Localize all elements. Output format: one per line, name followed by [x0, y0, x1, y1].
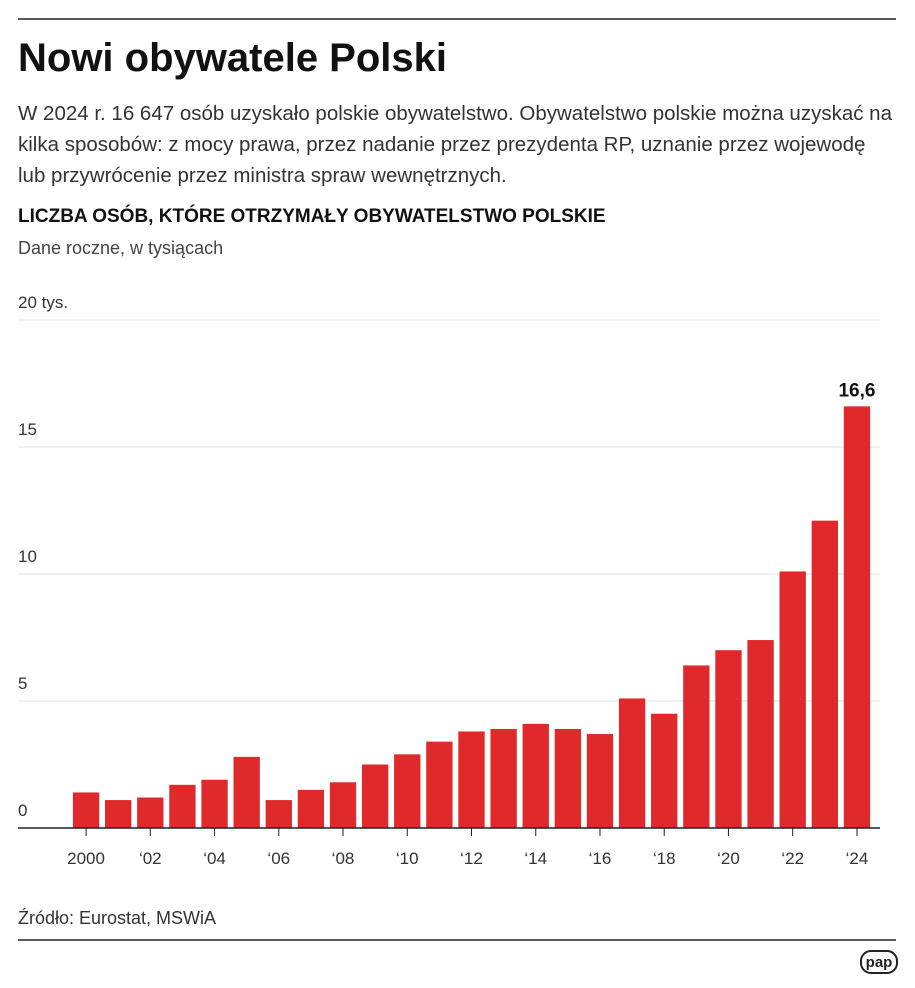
bar	[329, 782, 357, 828]
x-tick-label: ‘24	[846, 849, 869, 868]
bar	[747, 640, 774, 828]
bar	[651, 713, 678, 828]
x-tick-label: ‘22	[781, 849, 804, 868]
bar	[843, 406, 871, 828]
x-tick-label: ‘06	[267, 849, 290, 868]
x-tick-label: ‘14	[524, 849, 547, 868]
bar	[265, 800, 292, 828]
chart-subtitle: Dane roczne, w tysiącach	[18, 238, 224, 258]
y-tick-label: 15	[18, 420, 37, 439]
x-tick-label: ‘20	[717, 849, 740, 868]
bar	[490, 728, 517, 828]
bar	[201, 779, 228, 828]
x-tick-label: ‘18	[653, 849, 676, 868]
bar	[426, 741, 453, 828]
value-label: 16,6	[838, 380, 875, 401]
x-tick-label: 2000	[67, 849, 105, 868]
bar	[715, 650, 742, 828]
bar	[297, 789, 325, 828]
title: Nowi obywatele Polski	[18, 36, 448, 80]
y-tick-label: 20 tys.	[18, 293, 68, 312]
bar	[779, 571, 806, 828]
bar	[169, 784, 196, 828]
bar	[522, 723, 549, 828]
x-tick-label: ‘08	[332, 849, 355, 868]
bar	[72, 792, 100, 828]
logo-frame	[860, 950, 898, 974]
bar	[361, 764, 389, 828]
y-tick-label: 0	[18, 801, 27, 820]
bar	[137, 797, 164, 828]
bar	[105, 800, 132, 828]
bar	[618, 698, 646, 828]
bar	[554, 728, 582, 828]
description: W 2024 r. 16 647 osób uzyskało polskie o…	[18, 102, 892, 187]
bar	[394, 754, 421, 828]
bar	[683, 665, 710, 828]
x-tick-label: ‘16	[589, 849, 612, 868]
y-tick-label: 10	[18, 547, 37, 566]
bar	[458, 731, 485, 828]
x-tick-label: ‘10	[396, 849, 419, 868]
chart-title: LICZBA OSÓB, KTÓRE OTRZYMAŁY OBYWATELSTW…	[18, 206, 606, 227]
source: Źródło: Eurostat, MSWiA	[18, 908, 217, 928]
y-tick-label: 5	[18, 674, 27, 693]
bar	[233, 756, 260, 828]
bar	[586, 734, 614, 828]
x-tick-label: ‘04	[203, 849, 226, 868]
x-tick-label: ‘02	[139, 849, 162, 868]
bar	[811, 520, 838, 828]
logo: pap	[866, 954, 893, 971]
x-tick-label: ‘12	[460, 849, 483, 868]
